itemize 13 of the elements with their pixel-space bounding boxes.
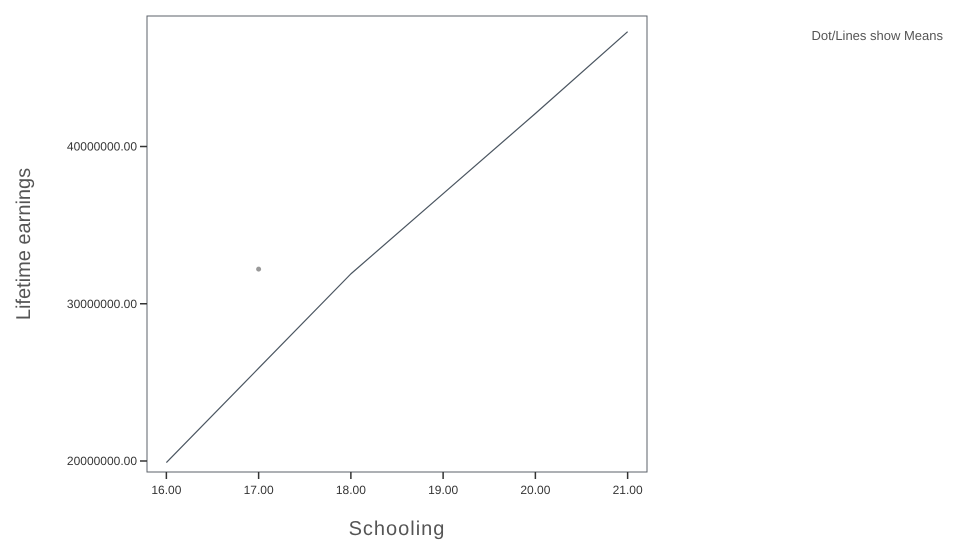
x-tick-label: 19.00 bbox=[428, 483, 458, 497]
text: Dot/Lines show Means bbox=[811, 28, 944, 43]
line-series bbox=[166, 31, 628, 464]
x-tick-label: 18.00 bbox=[336, 483, 366, 497]
x-tick-label: 17.00 bbox=[244, 483, 274, 497]
x-tick-label: 21.00 bbox=[612, 483, 643, 497]
y-tick-label: 30000000.00 bbox=[66, 296, 138, 311]
y-tick-label: 20000000.00 bbox=[66, 454, 138, 468]
x-tick-label: 16.00 bbox=[151, 483, 182, 497]
y-axis-title: Lifetime earnings bbox=[13, 168, 35, 320]
y-tick-label: 40000000.00 bbox=[66, 140, 138, 154]
x-axis-title: Schooling bbox=[348, 518, 446, 540]
x-tick-label: 20.00 bbox=[520, 483, 551, 497]
